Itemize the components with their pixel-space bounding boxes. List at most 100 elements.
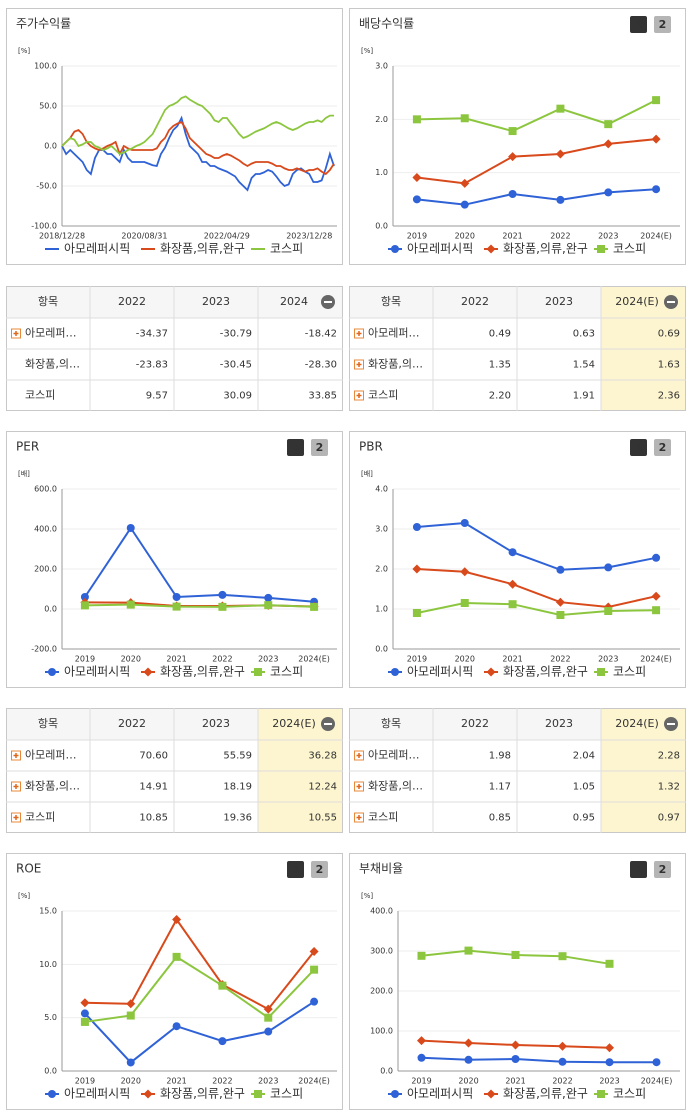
row-label: 아모레퍼…	[25, 749, 76, 762]
page-button-label[interactable]: 2	[316, 863, 324, 876]
row-label: 코스피	[368, 811, 398, 824]
y-tick-label: 0.0	[375, 645, 388, 654]
point	[391, 1090, 399, 1098]
cell-value: 1.05	[573, 782, 595, 793]
y-tick-label: 200.0	[34, 565, 57, 574]
x-tick-label: 2020	[121, 1077, 141, 1086]
point	[558, 1057, 567, 1066]
point	[508, 600, 517, 609]
x-tick-label: 2024(E)	[640, 655, 672, 664]
point	[172, 1022, 181, 1031]
point	[172, 952, 181, 961]
page-button-label[interactable]: 2	[316, 441, 324, 454]
expand-icon-plus	[13, 753, 19, 758]
point	[558, 1041, 567, 1051]
row-label: 아모레퍼…	[368, 327, 419, 340]
point	[412, 115, 421, 124]
y-tick-label: 0.0	[44, 605, 57, 614]
y-unit: [배]	[18, 469, 30, 478]
point	[508, 152, 518, 162]
y-tick-label: 300.0	[370, 947, 393, 956]
page-button[interactable]	[630, 16, 647, 33]
page-button-label[interactable]: 1	[292, 863, 300, 876]
expand-icon-plus	[13, 331, 19, 336]
page-button[interactable]	[311, 861, 328, 878]
point	[218, 590, 227, 599]
page-button-label[interactable]: 2	[659, 441, 667, 454]
page-button[interactable]	[311, 439, 328, 456]
chart-title: 부채비율	[359, 862, 403, 876]
column-header: 2023	[545, 717, 573, 730]
x-tick-label: 2022	[550, 232, 570, 241]
point	[126, 999, 136, 1009]
cell-value: 70.60	[139, 751, 168, 762]
column-header: 항목	[38, 717, 58, 730]
y-tick-label: 3.0	[375, 62, 388, 71]
y-tick-label: -100.0	[31, 222, 57, 231]
point	[556, 611, 565, 619]
collapse-icon-bar	[324, 723, 332, 725]
page-button-label[interactable]: 1	[292, 441, 300, 454]
point	[80, 593, 89, 601]
column-header: 2024(E)	[615, 717, 659, 730]
y-unit: [%]	[361, 892, 373, 900]
point	[555, 149, 565, 159]
legend-label: 화장품,의류,완구	[503, 1087, 588, 1101]
y-tick-label: 50.0	[39, 102, 57, 111]
point	[126, 600, 135, 609]
series-line	[84, 917, 315, 1011]
cell-value: 0.49	[489, 329, 511, 340]
x-tick-label: 2024(E)	[298, 655, 330, 664]
x-tick-label: 2022	[212, 655, 232, 664]
page-button[interactable]	[287, 861, 304, 878]
cell-value: 1.17	[489, 782, 511, 793]
page-button-label[interactable]: 1	[635, 18, 643, 31]
cell-value: 1.54	[573, 360, 595, 371]
cell-value: 2.04	[573, 751, 595, 762]
page-button[interactable]	[654, 861, 671, 878]
page-button-label[interactable]: 1	[635, 863, 643, 876]
x-tick-label: 2020/08/31	[121, 232, 167, 241]
page-button-label[interactable]: 2	[659, 18, 667, 31]
row-label: 코스피	[368, 389, 398, 402]
expand-icon-plus	[13, 815, 19, 820]
legend-label: 화장품,의류,완구	[160, 242, 245, 256]
point	[254, 668, 262, 676]
point	[412, 564, 422, 574]
x-tick-label: 2020	[121, 655, 141, 664]
expand-icon-plus	[13, 784, 19, 789]
page-button[interactable]	[287, 439, 304, 456]
point	[605, 1058, 614, 1067]
y-tick-label: 2.0	[375, 115, 388, 124]
point	[508, 579, 518, 589]
x-tick-label: 2024(E)	[640, 232, 672, 241]
page-button-label[interactable]: 2	[659, 863, 667, 876]
series-line	[61, 120, 335, 176]
page-button[interactable]	[654, 439, 671, 456]
page-button-label[interactable]: 1	[635, 441, 643, 454]
point	[417, 1036, 426, 1046]
page-button[interactable]	[630, 861, 647, 878]
point	[460, 178, 470, 188]
point	[464, 1038, 473, 1048]
cell-value: 19.36	[223, 813, 252, 824]
point	[486, 1089, 496, 1099]
page-button[interactable]	[654, 16, 671, 33]
column-header: 2024(E)	[272, 717, 316, 730]
chart-title: 배당수익률	[359, 17, 414, 31]
point	[417, 951, 426, 960]
column-header: 2023	[202, 295, 230, 308]
point	[605, 1043, 614, 1053]
chart-title: 주가수익률	[16, 17, 71, 31]
x-tick-label: 2020	[458, 1077, 478, 1086]
point	[264, 601, 273, 610]
point	[172, 593, 181, 601]
cell-value: -23.83	[136, 360, 168, 371]
x-tick-label: 2023	[599, 1077, 619, 1086]
point	[80, 1009, 89, 1018]
column-header: 2022	[118, 295, 146, 308]
y-tick-label: 400.0	[370, 907, 393, 916]
page-button[interactable]	[630, 439, 647, 456]
x-tick-label: 2023/12/28	[286, 232, 332, 241]
cell-value: 1.35	[489, 360, 511, 371]
